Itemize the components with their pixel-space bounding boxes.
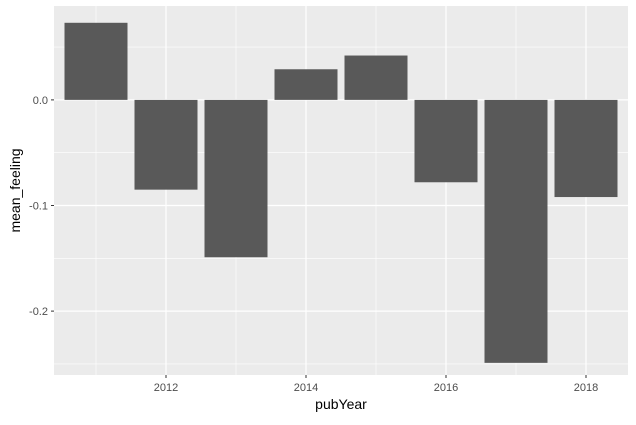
bar-2014 [274, 69, 338, 100]
x-tick-label: 2012 [154, 382, 178, 394]
y-tick-label: -0.1 [29, 200, 48, 212]
bar-2015 [344, 55, 408, 100]
y-tick-label: -0.2 [29, 306, 48, 318]
y-axis-ticks: 0.0 -0.1 -0.2 [29, 95, 54, 318]
x-tick-label: 2016 [434, 382, 458, 394]
bar-2016 [414, 99, 478, 183]
y-axis-title: mean_feeling [7, 148, 23, 232]
bar-2012 [134, 99, 198, 190]
grid-major [54, 6, 628, 375]
x-axis-title: pubYear [315, 396, 367, 412]
bar-2017 [484, 99, 548, 363]
bar-2018 [554, 99, 618, 198]
bars [64, 22, 618, 363]
bar-2013 [204, 99, 268, 258]
x-tick-label: 2014 [294, 382, 318, 394]
y-tick-label: 0.0 [33, 95, 48, 107]
bar-2011 [64, 22, 128, 100]
x-axis-ticks: 2012 2014 2016 2018 [154, 375, 598, 394]
x-tick-label: 2018 [574, 382, 598, 394]
